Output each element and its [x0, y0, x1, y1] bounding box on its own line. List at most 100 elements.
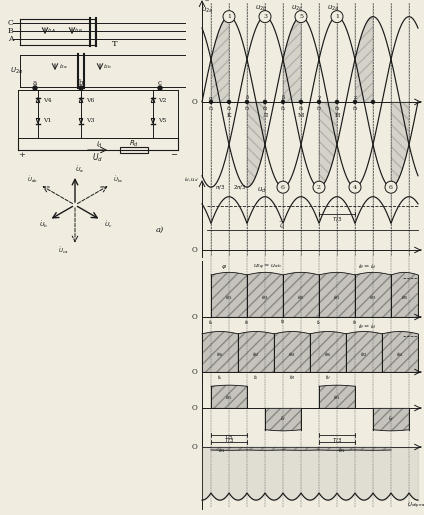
Text: $\dot{U}_b$: $\dot{U}_b$ — [39, 220, 49, 230]
Text: $i_{\theta5}$: $i_{\theta5}$ — [297, 294, 305, 302]
Text: $T/3$: $T/3$ — [332, 215, 342, 223]
Text: O: O — [191, 246, 197, 254]
Text: $\dot{U}_a$: $\dot{U}_a$ — [75, 165, 84, 175]
Text: $u_{2\varphi}=u_{ab}$: $u_{2\varphi}=u_{ab}$ — [253, 263, 282, 271]
Text: $t_4$: $t_4$ — [262, 105, 268, 113]
Circle shape — [158, 86, 162, 90]
Text: 1: 1 — [227, 14, 231, 19]
Text: а): а) — [156, 226, 164, 234]
Text: $t_M$: $t_M$ — [289, 373, 296, 383]
Circle shape — [228, 100, 231, 104]
Text: α: α — [209, 95, 213, 100]
Text: $\varphi$: $\varphi$ — [221, 263, 227, 271]
Text: O: O — [191, 98, 197, 106]
Text: Л: Л — [262, 113, 268, 118]
Text: 6: 6 — [281, 185, 285, 190]
Text: 4: 4 — [353, 185, 357, 190]
Text: $t_\lambda$: $t_\lambda$ — [253, 373, 259, 383]
Text: b: b — [79, 79, 83, 87]
Circle shape — [349, 181, 361, 193]
Text: $u_{2c}$: $u_{2c}$ — [291, 4, 304, 12]
Text: V5: V5 — [158, 118, 166, 124]
Text: $i_{\theta3}$: $i_{\theta3}$ — [261, 294, 269, 302]
Text: $t_6$: $t_6$ — [298, 105, 304, 113]
Text: C: C — [8, 19, 14, 27]
Text: 6: 6 — [389, 185, 393, 190]
Circle shape — [335, 100, 338, 104]
Text: $i_{1A}$: $i_{1A}$ — [47, 27, 56, 36]
Circle shape — [33, 86, 37, 90]
Text: V1: V1 — [43, 118, 51, 124]
Text: H: H — [334, 113, 340, 118]
Text: z: z — [354, 95, 357, 100]
Text: $i_\theta=i_d$: $i_\theta=i_d$ — [357, 263, 377, 271]
Circle shape — [245, 100, 248, 104]
Circle shape — [277, 181, 289, 193]
Text: $u_{2b}$: $u_{2b}$ — [255, 4, 268, 12]
Text: $\bar{i}_d$: $\bar{i}_d$ — [279, 221, 285, 231]
Text: $i_d$: $i_d$ — [97, 140, 103, 150]
Text: $i_{\theta6}$: $i_{\theta6}$ — [216, 350, 224, 359]
Text: γ: γ — [318, 95, 321, 100]
Text: $t_9$: $t_9$ — [352, 105, 358, 113]
Text: $t_3$: $t_3$ — [244, 105, 250, 113]
Text: $i_{\theta1}$: $i_{\theta1}$ — [338, 447, 346, 455]
Circle shape — [313, 181, 325, 193]
Text: $I_d$: $I_d$ — [388, 415, 394, 423]
Text: $t_\beta$: $t_\beta$ — [280, 318, 286, 328]
Circle shape — [354, 100, 357, 104]
Text: $i_{\theta1}$: $i_{\theta1}$ — [218, 447, 226, 455]
Text: $t_8$: $t_8$ — [334, 105, 340, 113]
Circle shape — [79, 86, 83, 90]
Text: K: K — [227, 113, 232, 118]
Text: $t_1$: $t_1$ — [208, 105, 214, 113]
Text: $i_{1B}$: $i_{1B}$ — [74, 27, 84, 36]
Text: $i_{\theta4}$: $i_{\theta4}$ — [288, 350, 296, 359]
Text: O: O — [191, 368, 197, 376]
Text: $U_{\text{обр}max}$: $U_{\text{обр}max}$ — [407, 501, 424, 511]
Text: $i_{\theta1}$: $i_{\theta1}$ — [225, 392, 233, 402]
Text: 2: 2 — [317, 185, 321, 190]
Text: $I_d$: $I_d$ — [280, 415, 286, 423]
Circle shape — [331, 11, 343, 23]
Circle shape — [263, 100, 267, 104]
Text: β: β — [282, 95, 285, 100]
Text: $\dot{U}_{ca}$: $\dot{U}_{ca}$ — [58, 245, 68, 256]
Text: $T/3$: $T/3$ — [224, 436, 234, 444]
Text: $t_\alpha$: $t_\alpha$ — [208, 319, 214, 328]
Text: $t_\delta$: $t_\delta$ — [244, 319, 250, 328]
Text: $T/3$: $T/3$ — [224, 433, 234, 441]
Text: M: M — [298, 113, 304, 118]
Text: $u_d$: $u_d$ — [257, 185, 267, 195]
Text: $i_d,u_d$: $i_d,u_d$ — [184, 176, 199, 184]
Text: $i_{\theta5}$: $i_{\theta5}$ — [401, 294, 408, 302]
Text: $t_\kappa$: $t_\kappa$ — [217, 373, 223, 383]
Text: $t_5$: $t_5$ — [280, 105, 286, 113]
Text: $u_{2a}$: $u_{2a}$ — [201, 5, 213, 14]
Text: $t_7$: $t_7$ — [316, 105, 322, 113]
Text: B: B — [8, 27, 14, 35]
Text: $U_{2\varphi}$: $U_{2\varphi}$ — [10, 65, 23, 77]
Circle shape — [318, 100, 321, 104]
Text: $u_{2a}$: $u_{2a}$ — [327, 4, 340, 12]
Circle shape — [223, 11, 235, 23]
Text: $t_z$: $t_z$ — [316, 319, 322, 328]
Text: $U_d$: $U_d$ — [92, 152, 103, 164]
Circle shape — [282, 100, 285, 104]
Circle shape — [299, 100, 302, 104]
Text: $i_\theta=i_d$: $i_\theta=i_d$ — [357, 322, 377, 332]
Text: +: + — [19, 151, 25, 159]
Text: $t_2$: $t_2$ — [226, 105, 232, 113]
Text: a: a — [33, 79, 37, 87]
Text: $\pi/3$: $\pi/3$ — [215, 183, 225, 191]
Circle shape — [209, 100, 212, 104]
Text: O: O — [191, 404, 197, 412]
Text: 3: 3 — [263, 14, 267, 19]
Text: $i_{\theta2}$: $i_{\theta2}$ — [252, 350, 260, 359]
Text: 1: 1 — [335, 14, 339, 19]
Text: $i_{\theta4}$: $i_{\theta4}$ — [396, 350, 404, 359]
Text: $\dot{U}_{ab}$: $\dot{U}_{ab}$ — [27, 175, 37, 185]
Circle shape — [295, 11, 307, 23]
Text: $t_H$: $t_H$ — [325, 373, 331, 383]
Text: $u$: $u$ — [204, 0, 210, 3]
